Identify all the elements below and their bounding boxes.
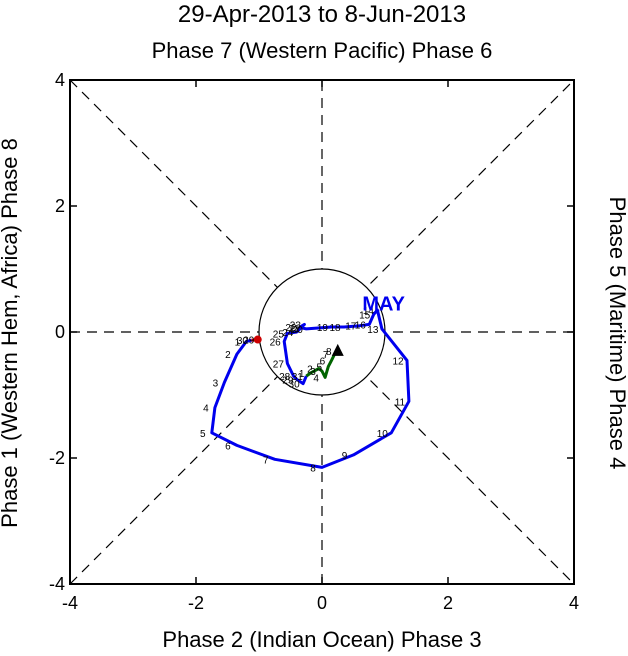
day-label: 2 — [307, 365, 313, 376]
day-label: 1 — [299, 369, 305, 380]
day-label: 21 — [289, 324, 301, 335]
day-label: 24 — [282, 328, 294, 339]
day-label: 4 — [313, 373, 319, 384]
day-label: 22 — [285, 323, 297, 334]
y-tick-label: -4 — [49, 574, 65, 594]
left-phase-label: Phase 1 (Western Hem, Africa) Phase 8 — [0, 138, 22, 528]
day-label: 9 — [342, 451, 348, 462]
x-tick-label: -4 — [62, 593, 78, 613]
day-label: 17 — [345, 322, 357, 333]
x-tick-label: 4 — [569, 593, 579, 613]
day-label: 3 — [213, 378, 219, 389]
day-label: 5 — [317, 363, 323, 374]
right-phase-label: Phase 5 (Maritime) Phase 4 — [605, 197, 628, 470]
day-label: 5 — [200, 429, 206, 440]
y-tick-label: 0 — [55, 322, 65, 342]
x-tick-label: 0 — [317, 593, 327, 613]
label-layer: 2930123456789101112131415161718192021222… — [200, 293, 406, 474]
day-label: 2 — [225, 350, 231, 361]
x-tick-label: -2 — [188, 593, 204, 613]
day-label: 30 — [237, 336, 249, 347]
chart-title: 29-Apr-2013 to 8-Jun-2013 — [178, 1, 466, 28]
day-label: 7 — [263, 455, 269, 466]
end-marker — [331, 343, 344, 356]
day-label: 4 — [203, 404, 209, 415]
day-label: 1 — [235, 337, 241, 348]
day-label: 6 — [320, 356, 326, 367]
day-label: 30 — [289, 380, 301, 391]
month-label: MAY — [362, 293, 405, 315]
day-label: 29 — [243, 336, 255, 347]
y-tick-label: 2 — [55, 196, 65, 216]
day-label: 28 — [279, 372, 291, 383]
day-label: 19 — [317, 323, 329, 334]
day-label: 18 — [329, 323, 341, 334]
series-line-may — [210, 308, 411, 469]
x-tick-label: 2 — [443, 593, 453, 613]
day-label: 8 — [310, 463, 316, 474]
day-label: 14 — [363, 306, 375, 317]
day-label: 20 — [292, 325, 304, 336]
day-label: 16 — [355, 320, 367, 331]
day-label: 10 — [377, 429, 389, 440]
series-line-jun — [305, 349, 339, 379]
day-label: 31 — [292, 372, 304, 383]
y-tick-label: -2 — [49, 448, 65, 468]
start-marker — [253, 335, 262, 344]
day-label: 15 — [359, 310, 371, 321]
y-tick-label: 4 — [55, 70, 65, 90]
day-label: 7 — [323, 350, 329, 361]
bottom-phase-label: Phase 2 (Indian Ocean) Phase 3 — [162, 627, 481, 652]
day-label: 11 — [395, 397, 406, 408]
day-label: 12 — [392, 356, 404, 367]
day-label: 8 — [326, 347, 332, 358]
day-label: 27 — [273, 360, 285, 371]
day-label: 23 — [290, 320, 302, 331]
day-label: 3 — [310, 367, 316, 378]
day-label: 29 — [282, 375, 294, 386]
day-label: 25 — [273, 329, 285, 340]
day-label: 6 — [225, 441, 231, 452]
top-phase-label: Phase 7 (Western Pacific) Phase 6 — [152, 38, 493, 63]
day-label: 26 — [270, 337, 282, 348]
day-label: 13 — [367, 325, 379, 336]
